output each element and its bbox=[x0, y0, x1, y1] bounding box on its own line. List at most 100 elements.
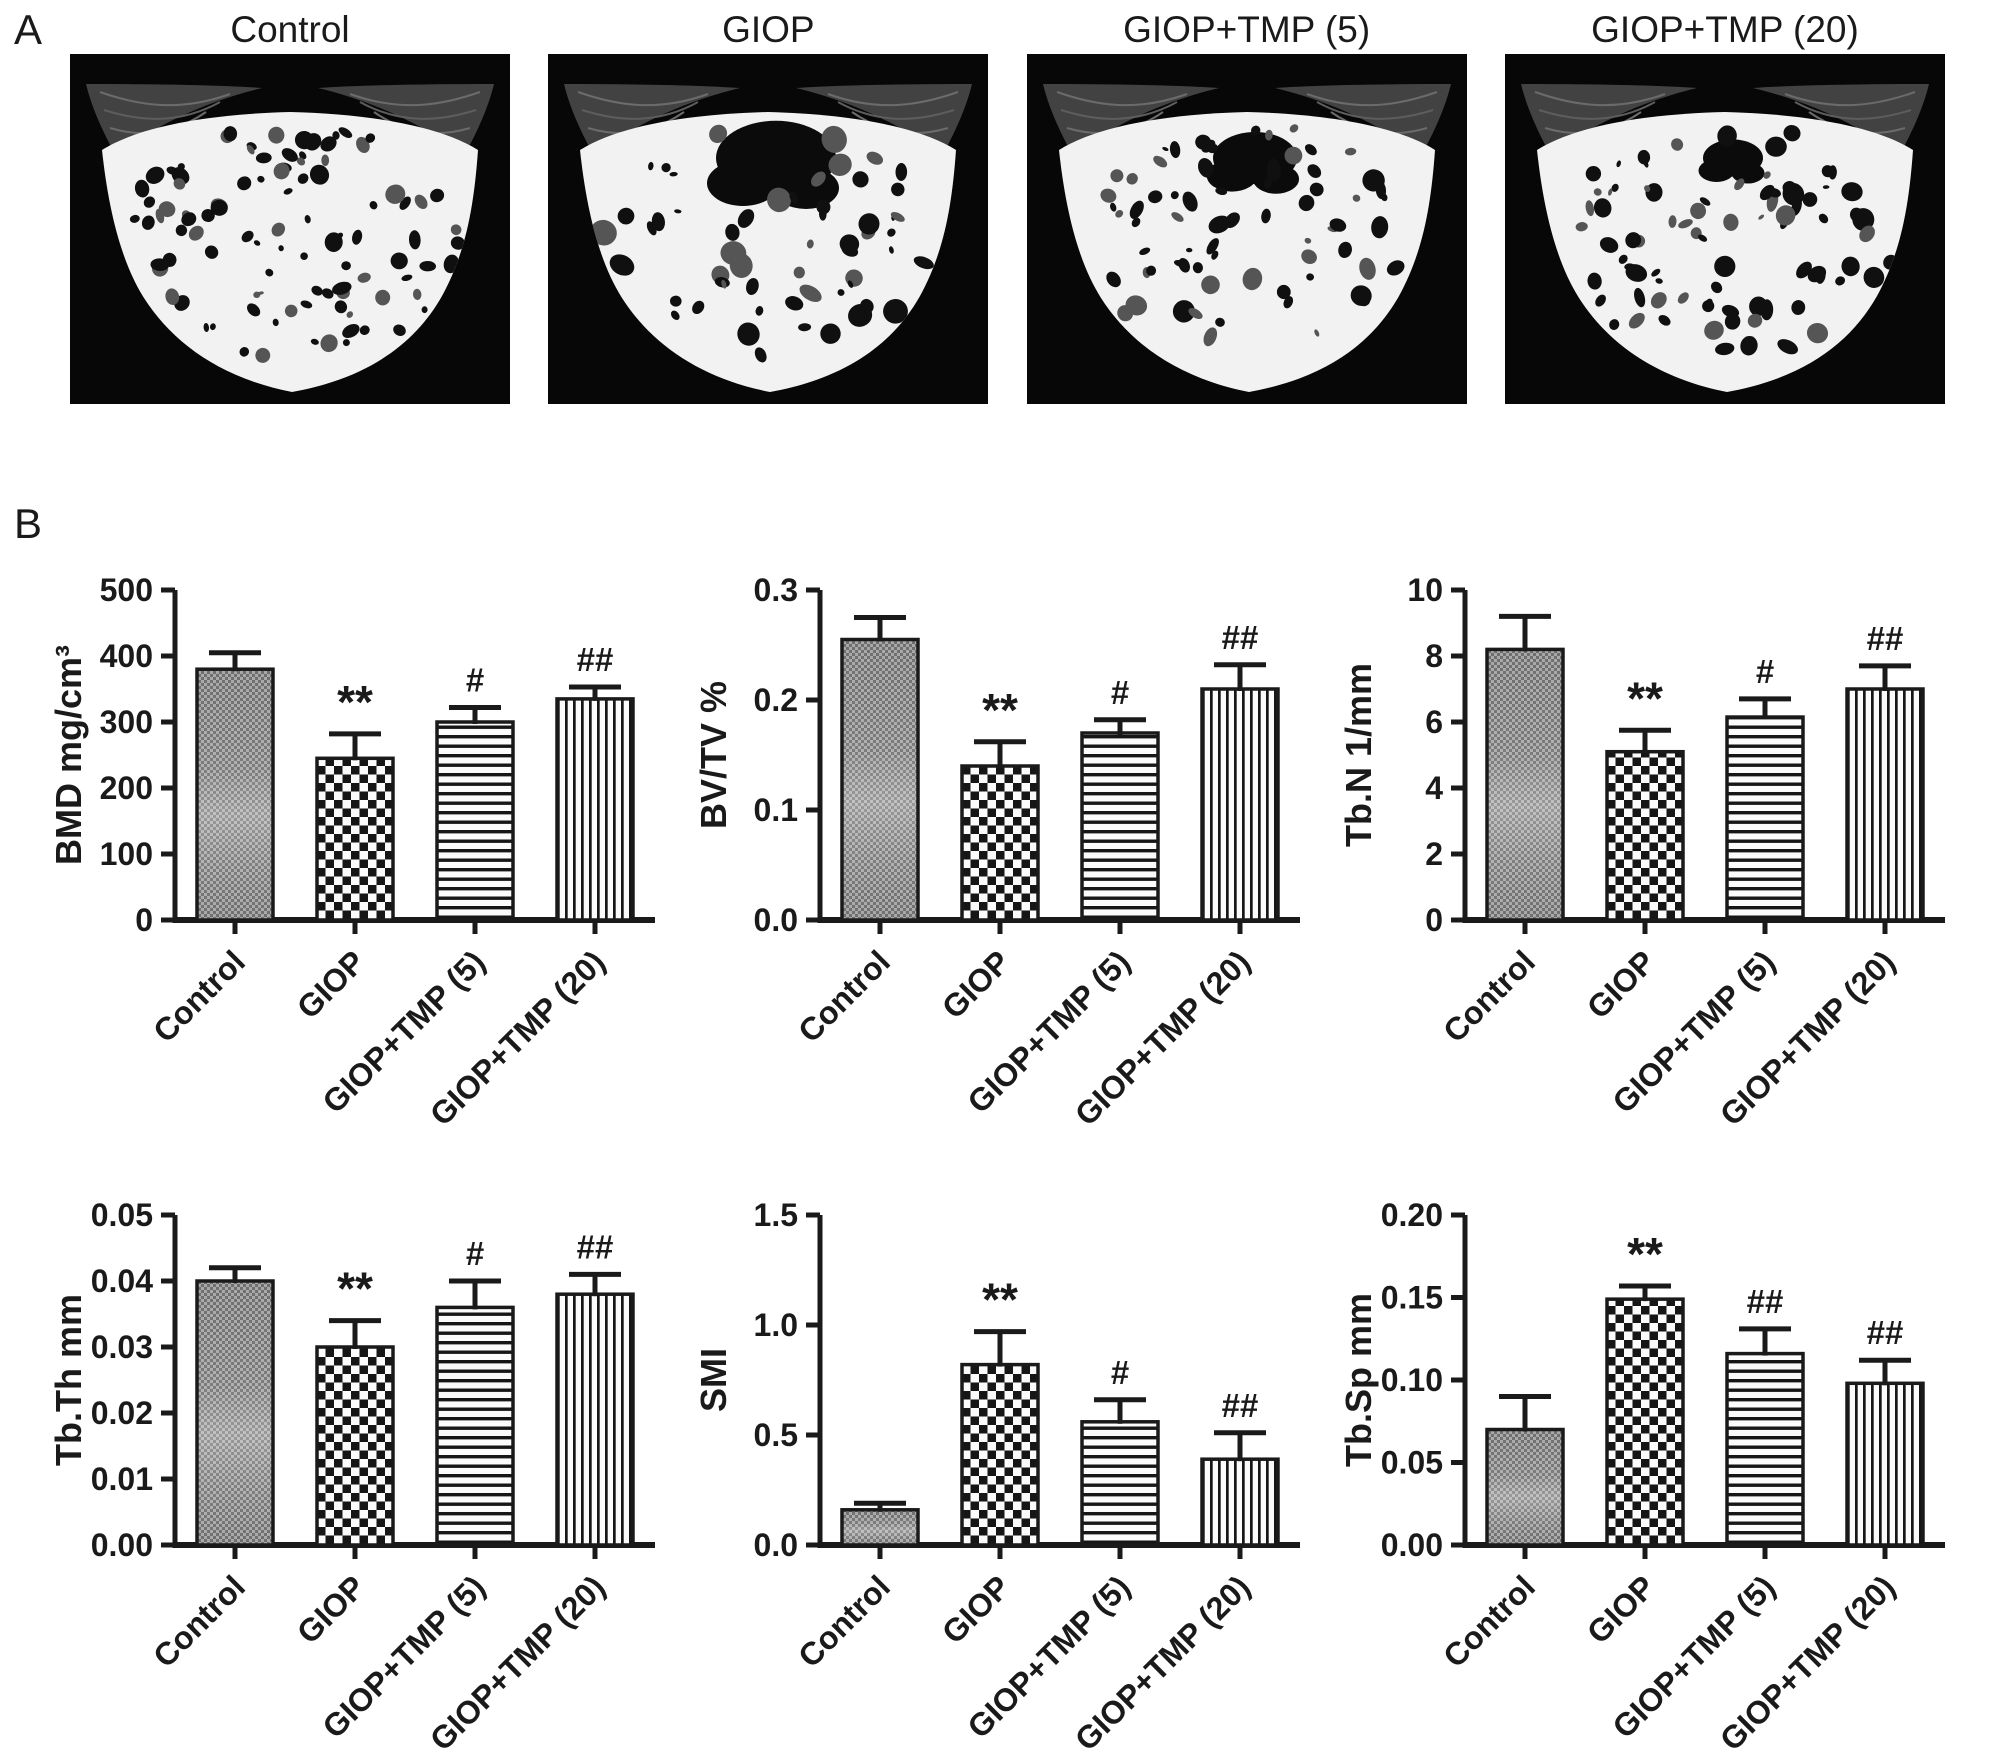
chart-bvtv: 0.0 0.1 0.2 0.3 BV/TV % Control ** GIOP # GIOP+TM… bbox=[690, 545, 1310, 1135]
y-tick-label: 0.2 bbox=[754, 682, 798, 718]
microct-row: Control GIOP GIOP+TMP (5) bbox=[70, 8, 1945, 404]
significance-marker: ## bbox=[1867, 620, 1904, 657]
y-tick-label: 6 bbox=[1425, 704, 1443, 740]
x-category-label: Control bbox=[1436, 943, 1542, 1049]
bar-sheen bbox=[1487, 649, 1563, 920]
y-tick-label: 0.00 bbox=[1381, 1527, 1443, 1563]
significance-marker: ** bbox=[982, 1274, 1018, 1326]
x-category-label: Control bbox=[146, 1568, 252, 1674]
bar bbox=[557, 1294, 633, 1545]
bar-chart-svg: 0 100 200 300 400 500 BMD mg/cm³ Control ** GIOP #… bbox=[48, 572, 655, 1133]
y-axis-label: BV/TV % bbox=[693, 681, 734, 829]
microct-image bbox=[1504, 54, 1945, 404]
bar bbox=[1847, 689, 1923, 920]
significance-marker: ** bbox=[982, 684, 1018, 736]
bar bbox=[1202, 689, 1278, 920]
bar bbox=[1082, 733, 1158, 920]
significance-marker: ** bbox=[1627, 1228, 1663, 1280]
bar-sheen bbox=[197, 1281, 273, 1545]
bar bbox=[557, 698, 633, 920]
y-axis-label: Tb.N 1/mm bbox=[1338, 663, 1379, 847]
bar bbox=[1082, 1421, 1158, 1545]
bar-sheen bbox=[842, 639, 918, 920]
x-category-label: GIOP bbox=[290, 943, 372, 1025]
y-tick-label: 8 bbox=[1425, 638, 1443, 674]
significance-marker: # bbox=[466, 1235, 484, 1272]
y-tick-label: 0.3 bbox=[754, 572, 798, 608]
x-category-label: Control bbox=[791, 1568, 897, 1674]
y-tick-label: 300 bbox=[100, 704, 153, 740]
bar bbox=[437, 722, 513, 920]
y-axis-label: SMI bbox=[693, 1348, 734, 1412]
y-tick-label: 0 bbox=[135, 902, 153, 938]
y-tick-label: 500 bbox=[100, 572, 153, 608]
significance-marker: ## bbox=[1222, 619, 1259, 656]
microct-title: Control bbox=[230, 9, 350, 50]
microct-panel-giop-tmp5: GIOP+TMP (5) bbox=[1026, 8, 1467, 404]
y-tick-label: 0.03 bbox=[91, 1329, 153, 1365]
y-tick-label: 10 bbox=[1407, 572, 1443, 608]
significance-marker: ## bbox=[1747, 1283, 1784, 1320]
y-tick-label: 0.0 bbox=[754, 1527, 798, 1563]
y-axis-label: Tb.Th mm bbox=[48, 1294, 89, 1466]
x-category-label: Control bbox=[791, 943, 897, 1049]
x-category-label: GIOP bbox=[1580, 943, 1662, 1025]
x-category-label: GIOP bbox=[1580, 1568, 1662, 1650]
microct-panel-giop: GIOP bbox=[548, 8, 989, 404]
microct-title: GIOP+TMP (5) bbox=[1123, 9, 1371, 50]
panel-b-label: B bbox=[14, 500, 43, 547]
significance-marker: ** bbox=[337, 676, 373, 728]
bar-chart-svg: 0.00.10.20.3BV/TV %Control**GIOP#GIOP+TM… bbox=[693, 572, 1300, 1133]
panel-a-label: A bbox=[14, 6, 43, 53]
x-category-label: GIOP bbox=[935, 1568, 1017, 1650]
y-tick-label: 1.0 bbox=[754, 1307, 798, 1343]
y-axis-label: BMD mg/cm³ bbox=[48, 645, 89, 865]
significance-marker: ** bbox=[1627, 672, 1663, 724]
chart-tbn: 0 2 4 6 8 10 Tb.N 1/mm Control ** GIOP # GIOP+TMP (… bbox=[1335, 545, 1955, 1135]
y-tick-label: 100 bbox=[100, 836, 153, 872]
significance-marker: ** bbox=[337, 1263, 373, 1315]
x-category-label: Control bbox=[146, 943, 252, 1049]
microct-image bbox=[548, 54, 989, 404]
y-tick-label: 0.1 bbox=[754, 792, 798, 828]
bar bbox=[317, 758, 393, 920]
bar-sheen bbox=[197, 669, 273, 920]
y-tick-label: 0.5 bbox=[754, 1417, 798, 1453]
y-tick-label: 2 bbox=[1425, 836, 1443, 872]
bar bbox=[1607, 1299, 1683, 1545]
y-tick-label: 0.00 bbox=[91, 1527, 153, 1563]
microct-image bbox=[1026, 54, 1467, 404]
bar bbox=[1727, 717, 1803, 920]
chart-tbth: 0.00 0.01 0.02 0.03 0.04 0.05 Tb.Th mm Control *… bbox=[45, 1170, 665, 1760]
significance-marker: # bbox=[1111, 674, 1129, 711]
bar bbox=[437, 1307, 513, 1545]
y-tick-label: 0.05 bbox=[91, 1197, 153, 1233]
significance-marker: # bbox=[1756, 653, 1774, 690]
chart-tbsp: 0.00 0.05 0.10 0.15 0.20 Tb.Sp mm Control ** GIO… bbox=[1335, 1170, 1955, 1760]
bar bbox=[1202, 1459, 1278, 1545]
bar-chart-svg: 0.00 0.05 0.10 0.15 0.20 Tb.Sp mm Control ** GIO… bbox=[1338, 1197, 1945, 1758]
bar-sheen bbox=[842, 1509, 918, 1545]
significance-marker: ## bbox=[1222, 1387, 1259, 1424]
microct-title: GIOP bbox=[722, 9, 815, 50]
significance-marker: # bbox=[466, 661, 484, 698]
significance-marker: ## bbox=[577, 641, 614, 678]
bar bbox=[317, 1347, 393, 1545]
significance-marker: # bbox=[1111, 1354, 1129, 1391]
y-tick-label: 400 bbox=[100, 638, 153, 674]
y-tick-label: 0.0 bbox=[754, 902, 798, 938]
y-tick-label: 0.20 bbox=[1381, 1197, 1443, 1233]
chart-bmd: 0 100 200 300 400 500 BMD mg/cm³ Control ** GIOP #… bbox=[45, 545, 665, 1135]
y-tick-label: 200 bbox=[100, 770, 153, 806]
x-category-label: GIOP bbox=[935, 943, 1017, 1025]
y-tick-label: 0.02 bbox=[91, 1395, 153, 1431]
bar bbox=[1607, 751, 1683, 920]
x-category-label: GIOP bbox=[290, 1568, 372, 1650]
x-category-label: Control bbox=[1436, 1568, 1542, 1674]
y-tick-label: 0.15 bbox=[1381, 1280, 1443, 1316]
microct-image bbox=[70, 54, 510, 404]
microct-panel-control: Control bbox=[70, 8, 510, 404]
y-tick-label: 0.05 bbox=[1381, 1445, 1443, 1481]
